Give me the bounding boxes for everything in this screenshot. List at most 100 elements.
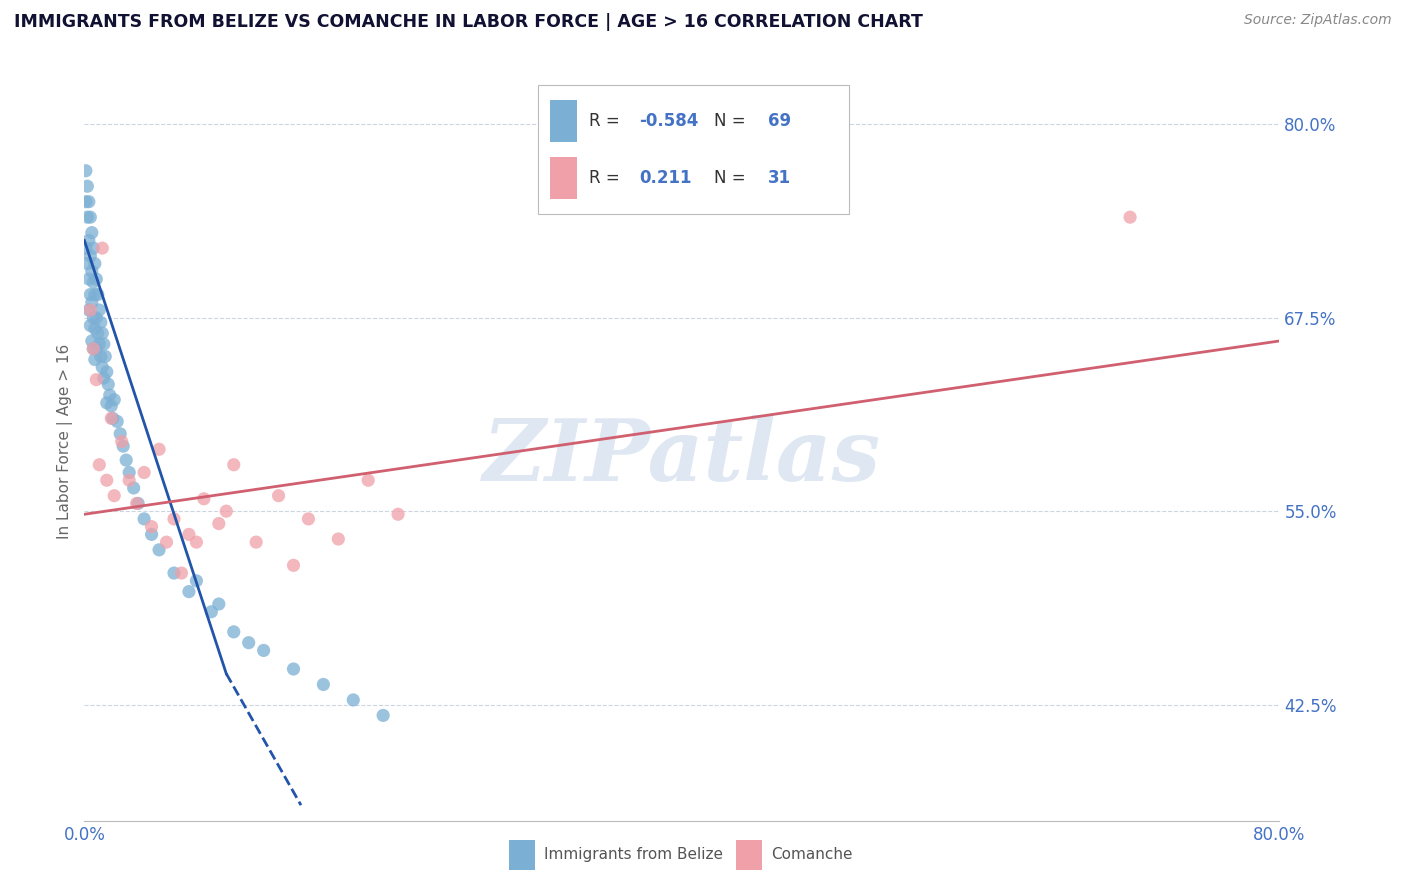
Point	[238, 636, 260, 650]
Point	[312, 677, 335, 691]
Point	[111, 434, 134, 449]
Text: R =: R =	[589, 112, 624, 130]
Point	[245, 535, 267, 549]
Point	[100, 411, 122, 425]
FancyBboxPatch shape	[509, 839, 534, 870]
Point	[148, 542, 170, 557]
Point	[112, 439, 135, 453]
Point	[267, 489, 290, 503]
Point	[115, 453, 138, 467]
Point	[163, 512, 186, 526]
Point	[79, 210, 101, 224]
Point	[80, 226, 103, 240]
FancyBboxPatch shape	[735, 839, 762, 870]
Point	[79, 287, 101, 301]
Point	[83, 257, 105, 271]
Point	[127, 496, 149, 510]
Point	[357, 473, 380, 487]
Point	[86, 310, 108, 325]
Point	[177, 527, 200, 541]
Point	[82, 241, 104, 255]
Point	[118, 466, 141, 480]
Point	[186, 535, 208, 549]
Text: Comanche: Comanche	[772, 847, 853, 863]
Point	[79, 303, 101, 318]
Point	[122, 481, 145, 495]
Point	[101, 411, 124, 425]
Point	[141, 527, 163, 541]
Text: N =: N =	[714, 169, 751, 187]
Point	[141, 519, 163, 533]
Point	[89, 303, 111, 318]
Point	[90, 350, 112, 364]
Text: Immigrants from Belize: Immigrants from Belize	[544, 847, 724, 863]
Text: R =: R =	[589, 169, 624, 187]
Point	[215, 504, 238, 518]
Point	[103, 489, 125, 503]
Point	[83, 287, 105, 301]
Point	[98, 388, 121, 402]
Point	[82, 342, 104, 356]
FancyBboxPatch shape	[551, 101, 576, 142]
Point	[77, 194, 100, 209]
Point	[177, 584, 200, 599]
Point	[91, 241, 114, 255]
Point	[96, 365, 118, 379]
Point	[100, 399, 122, 413]
Text: 0.211: 0.211	[638, 169, 692, 187]
Point	[86, 272, 108, 286]
Point	[132, 466, 156, 480]
Point	[193, 491, 215, 506]
Point	[87, 326, 110, 341]
Point	[93, 337, 115, 351]
Point	[96, 473, 118, 487]
Y-axis label: In Labor Force | Age > 16: In Labor Force | Age > 16	[58, 344, 73, 539]
Point	[222, 458, 245, 472]
Point	[105, 414, 128, 428]
Point	[94, 350, 117, 364]
Point	[79, 318, 101, 333]
Point	[89, 337, 111, 351]
Point	[148, 442, 170, 457]
Point	[155, 535, 177, 549]
Point	[76, 179, 98, 194]
Text: Source: ZipAtlas.com: Source: ZipAtlas.com	[1244, 13, 1392, 28]
FancyBboxPatch shape	[538, 85, 849, 214]
Point	[86, 342, 108, 356]
Point	[222, 624, 245, 639]
Point	[90, 315, 112, 329]
Point	[80, 295, 103, 310]
Point	[76, 210, 98, 224]
Point	[208, 597, 231, 611]
Point	[91, 326, 114, 341]
Point	[75, 194, 97, 209]
Point	[82, 342, 104, 356]
Point	[82, 275, 104, 289]
Point	[132, 512, 156, 526]
Point	[118, 473, 141, 487]
Point	[93, 371, 115, 385]
FancyBboxPatch shape	[551, 157, 576, 199]
Point	[96, 396, 118, 410]
Point	[186, 574, 208, 588]
Point	[283, 662, 305, 676]
Point	[83, 352, 105, 367]
Point	[208, 516, 231, 531]
Point	[103, 392, 125, 407]
Point	[86, 373, 108, 387]
Point	[89, 458, 111, 472]
Text: 31: 31	[768, 169, 792, 187]
Point	[87, 287, 110, 301]
Point	[77, 303, 100, 318]
Point	[342, 693, 364, 707]
Point	[97, 377, 120, 392]
Point	[1119, 210, 1142, 224]
Point	[75, 241, 97, 255]
Text: 69: 69	[768, 112, 792, 130]
Point	[328, 532, 350, 546]
Text: ZIPatlas: ZIPatlas	[482, 415, 882, 499]
Point	[253, 643, 276, 657]
Point	[77, 233, 100, 247]
Point	[91, 360, 114, 375]
Point	[297, 512, 319, 526]
